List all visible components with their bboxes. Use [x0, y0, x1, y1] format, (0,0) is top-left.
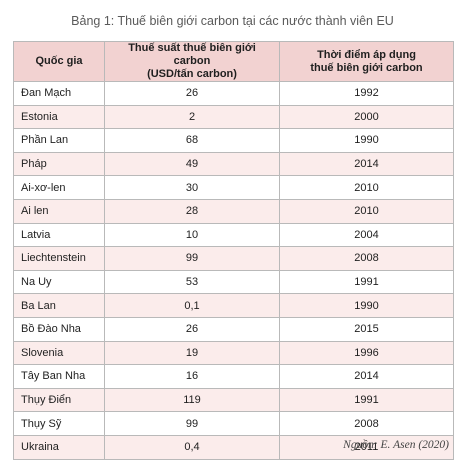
cell-country: Latvia: [13, 222, 105, 248]
cell-country: Na Uy: [13, 269, 105, 295]
cell-rate: 26: [104, 81, 280, 106]
table-row: Ai len 28 2010: [13, 198, 454, 224]
source-note: Nguồn: E. Asen (2020): [343, 439, 449, 451]
cell-year: 2010: [279, 175, 454, 200]
cell-rate: 10: [104, 222, 280, 248]
cell-country: Estonia: [13, 104, 105, 130]
cell-country: Bồ Đào Nha: [13, 316, 105, 342]
cell-rate: 26: [104, 316, 280, 342]
cell-year: 2014: [279, 151, 454, 177]
cell-rate: 19: [104, 340, 280, 366]
header-year: Thời điểm áp dụng thuế biên giới carbon: [279, 41, 454, 82]
cell-country: Ai len: [13, 198, 105, 224]
cell-country: Ba Lan: [13, 293, 105, 318]
table-row: Latvia 10 2004: [13, 222, 454, 248]
cell-year: 1990: [279, 293, 454, 318]
table-row: Na Uy 53 1991: [13, 269, 454, 295]
table-caption: Bảng 1: Thuế biên giới carbon tại các nư…: [71, 14, 394, 28]
cell-country: Đan Mạch: [13, 81, 105, 106]
cell-country: Tây Ban Nha: [13, 364, 105, 389]
cell-rate: 68: [104, 128, 280, 153]
table-row: Bồ Đào Nha 26 2015: [13, 316, 454, 342]
cell-rate: 16: [104, 364, 280, 389]
cell-country: Thụy Sỹ: [13, 411, 105, 436]
cell-country: Slovenia: [13, 340, 105, 366]
cell-year: 1991: [279, 387, 454, 413]
cell-rate: 53: [104, 269, 280, 295]
cell-country: Ai-xơ-len: [13, 175, 105, 200]
table-header-row: Quốc gia Thuế suất thuế biên giới carbon…: [13, 41, 454, 82]
table-row: Estonia 2 2000: [13, 104, 454, 130]
table-row: Thụy Sỹ 99 2008: [13, 411, 454, 436]
cell-year: 2010: [279, 198, 454, 224]
cell-country: Phần Lan: [13, 128, 105, 153]
cell-year: 2000: [279, 104, 454, 130]
table-row: Ba Lan 0,1 1990: [13, 293, 454, 318]
cell-rate: 119: [104, 387, 280, 413]
cell-year: 1990: [279, 128, 454, 153]
cell-rate: 0,1: [104, 293, 280, 318]
cell-rate: 49: [104, 151, 280, 177]
cell-year: 2008: [279, 246, 454, 271]
cell-rate: 2: [104, 104, 280, 130]
cell-rate: 99: [104, 411, 280, 436]
cell-year: 2011: [279, 434, 454, 460]
header-rate: Thuế suất thuế biên giới carbon (USD/tấn…: [104, 41, 280, 82]
table-row: Tây Ban Nha 16 2014: [13, 364, 454, 389]
table-row: Slovenia 19 1996: [13, 340, 454, 366]
cell-year: 2014: [279, 364, 454, 389]
table-row: Thụy Điển 119 1991: [13, 387, 454, 413]
table-row: Phần Lan 68 1990: [13, 128, 454, 153]
carbon-tax-table: Quốc gia Thuế suất thuế biên giới carbon…: [13, 41, 454, 460]
table-row: Ai-xơ-len 30 2010: [13, 175, 454, 200]
table-row: Ukraina 0,4 2011: [13, 434, 454, 460]
cell-country: Pháp: [13, 151, 105, 177]
cell-country: Ukraina: [13, 434, 105, 460]
cell-rate: 0,4: [104, 434, 280, 460]
table-body: Đan Mạch 26 1992 Estonia 2 2000 Phần Lan 68 1990…: [13, 81, 454, 460]
cell-rate: 28: [104, 198, 280, 224]
cell-year: 1992: [279, 81, 454, 106]
cell-country: Liechtenstein: [13, 246, 105, 271]
header-country: Quốc gia: [13, 41, 105, 82]
cell-year: 1991: [279, 269, 454, 295]
table-row: Liechtenstein 99 2008: [13, 246, 454, 271]
cell-rate: 30: [104, 175, 280, 200]
cell-year: 2008: [279, 411, 454, 436]
cell-year: 2015: [279, 316, 454, 342]
cell-rate: 99: [104, 246, 280, 271]
table-row: Pháp 49 2014: [13, 151, 454, 177]
table-row: Đan Mạch 26 1992: [13, 81, 454, 106]
cell-year: 2004: [279, 222, 454, 248]
cell-country: Thụy Điển: [13, 387, 105, 413]
cell-year: 1996: [279, 340, 454, 366]
